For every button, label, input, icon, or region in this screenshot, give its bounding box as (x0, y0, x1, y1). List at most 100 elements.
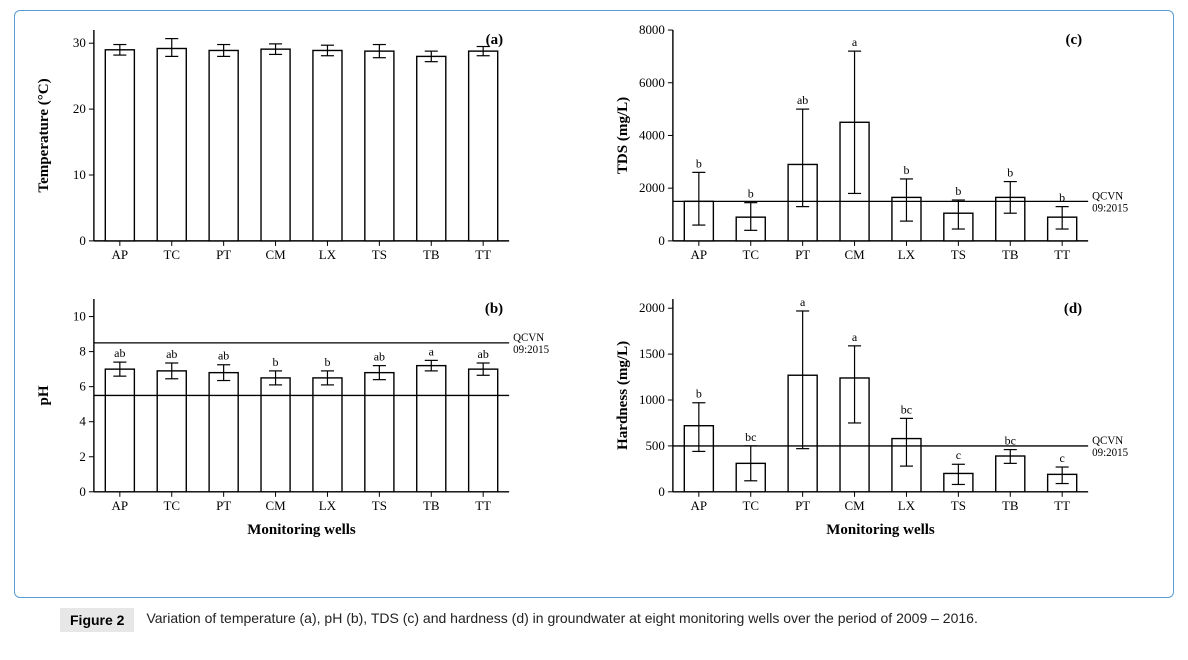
svg-text:LX: LX (898, 498, 916, 513)
figure-caption: Variation of temperature (a), pH (b), TD… (146, 608, 977, 628)
svg-text:LX: LX (319, 247, 337, 262)
svg-text:b: b (1007, 166, 1013, 180)
svg-text:2000: 2000 (639, 300, 665, 315)
svg-text:500: 500 (645, 438, 664, 453)
svg-text:0: 0 (79, 484, 85, 499)
svg-text:QCVN: QCVN (513, 332, 544, 344)
figure-label: Figure 2 (60, 608, 134, 632)
svg-text:1000: 1000 (639, 392, 665, 407)
svg-text:ab: ab (478, 347, 489, 361)
svg-text:b: b (955, 184, 961, 198)
svg-text:09:2015: 09:2015 (513, 344, 549, 356)
svg-text:6000: 6000 (639, 75, 665, 90)
svg-text:TS: TS (372, 247, 387, 262)
figure-container: 0102030Temperature (°C)APTCPTCMLXTSTBTT(… (0, 0, 1188, 660)
svg-text:a: a (429, 344, 435, 358)
svg-text:pH: pH (36, 385, 52, 405)
svg-text:0: 0 (79, 233, 85, 248)
caption-row: Figure 2 Variation of temperature (a), p… (60, 608, 1148, 632)
svg-text:LX: LX (898, 247, 916, 262)
svg-text:TB: TB (423, 498, 440, 513)
svg-text:(c): (c) (1066, 32, 1083, 48)
svg-text:AP: AP (691, 498, 708, 513)
chart-b: 0 2 4 6 8 10 pH ab AP ab TC ab PT b CM b LX ab TS a TB ab TT QC… (30, 289, 579, 540)
svg-text:6: 6 (79, 379, 86, 394)
svg-text:b: b (748, 187, 754, 201)
svg-text:Monitoring wells: Monitoring wells (826, 522, 935, 538)
svg-text:ab: ab (114, 346, 125, 360)
svg-text:2: 2 (79, 449, 85, 464)
svg-text:AP: AP (112, 247, 129, 262)
svg-text:TT: TT (475, 498, 491, 513)
svg-text:PT: PT (216, 498, 231, 513)
svg-text:TS: TS (951, 247, 966, 262)
svg-text:PT: PT (795, 247, 810, 262)
svg-text:4000: 4000 (639, 127, 665, 142)
svg-text:LX: LX (319, 498, 337, 513)
chart-c: 0 2000 4000 6000 8000 TDS (mg/L) b AP b TC ab PT a CM… (609, 20, 1158, 271)
svg-text:TB: TB (423, 247, 440, 262)
chart-a: 0 10 20 30 Temperature (°C) AP TC PT CM LX TS TB TT (… (30, 20, 579, 271)
svg-text:b: b (903, 163, 909, 177)
svg-text:b: b (273, 355, 279, 369)
svg-text:TB: TB (1002, 498, 1019, 513)
svg-text:8000: 8000 (639, 22, 665, 37)
svg-text:ab: ab (374, 350, 385, 364)
svg-text:TB: TB (1002, 247, 1019, 262)
svg-text:AP: AP (112, 498, 129, 513)
svg-text:TC: TC (742, 498, 759, 513)
svg-text:AP: AP (691, 247, 708, 262)
svg-text:TDS (mg/L): TDS (mg/L) (615, 97, 631, 174)
svg-text:CM: CM (265, 498, 286, 513)
svg-text:Monitoring wells: Monitoring wells (247, 522, 356, 538)
svg-text:CM: CM (265, 247, 286, 262)
svg-text:bc: bc (901, 402, 912, 416)
svg-text:0: 0 (658, 484, 664, 499)
svg-text:30: 30 (73, 35, 86, 50)
svg-text:c: c (956, 448, 961, 462)
svg-text:TC: TC (163, 247, 180, 262)
svg-text:b: b (324, 355, 330, 369)
svg-text:b: b (1059, 191, 1065, 205)
svg-text:bc: bc (745, 430, 756, 444)
svg-text:10: 10 (73, 167, 86, 182)
svg-text:QCVN: QCVN (1092, 435, 1123, 447)
svg-text:(d): (d) (1064, 301, 1082, 317)
svg-text:0: 0 (658, 233, 664, 248)
svg-text:(a): (a) (486, 32, 503, 48)
svg-text:20: 20 (73, 101, 86, 116)
svg-text:PT: PT (216, 247, 231, 262)
svg-text:ab: ab (797, 93, 808, 107)
svg-text:a: a (852, 35, 858, 49)
svg-text:(b): (b) (485, 301, 503, 317)
svg-text:09:2015: 09:2015 (1092, 447, 1128, 459)
svg-text:10: 10 (73, 309, 86, 324)
svg-text:Hardness (mg/L): Hardness (mg/L) (615, 341, 631, 450)
svg-text:8: 8 (79, 344, 85, 359)
svg-text:ab: ab (166, 347, 177, 361)
svg-text:TT: TT (1054, 247, 1070, 262)
svg-text:a: a (800, 295, 806, 309)
svg-text:ab: ab (218, 349, 229, 363)
svg-text:Temperature (°C): Temperature (°C) (36, 78, 52, 192)
charts-grid: 0102030Temperature (°C)APTCPTCMLXTSTBTT(… (30, 20, 1158, 540)
svg-text:4: 4 (79, 414, 86, 429)
chart-d: 0 500 1000 1500 2000 Hardness (mg/L) b AP bc TC a P… (609, 289, 1158, 540)
svg-text:CM: CM (844, 498, 865, 513)
svg-text:TS: TS (372, 498, 387, 513)
svg-text:CM: CM (844, 247, 865, 262)
svg-text:TC: TC (742, 247, 759, 262)
svg-text:1500: 1500 (639, 346, 665, 361)
svg-text:TC: TC (163, 498, 180, 513)
svg-text:2000: 2000 (639, 180, 665, 195)
svg-text:QCVN: QCVN (1092, 190, 1123, 202)
svg-text:TS: TS (951, 498, 966, 513)
svg-text:c: c (1060, 451, 1065, 465)
svg-text:a: a (852, 330, 858, 344)
svg-text:b: b (696, 387, 702, 401)
svg-text:TT: TT (1054, 498, 1070, 513)
svg-text:09:2015: 09:2015 (1092, 202, 1128, 214)
svg-text:PT: PT (795, 498, 810, 513)
svg-text:b: b (696, 156, 702, 170)
svg-text:TT: TT (475, 247, 491, 262)
